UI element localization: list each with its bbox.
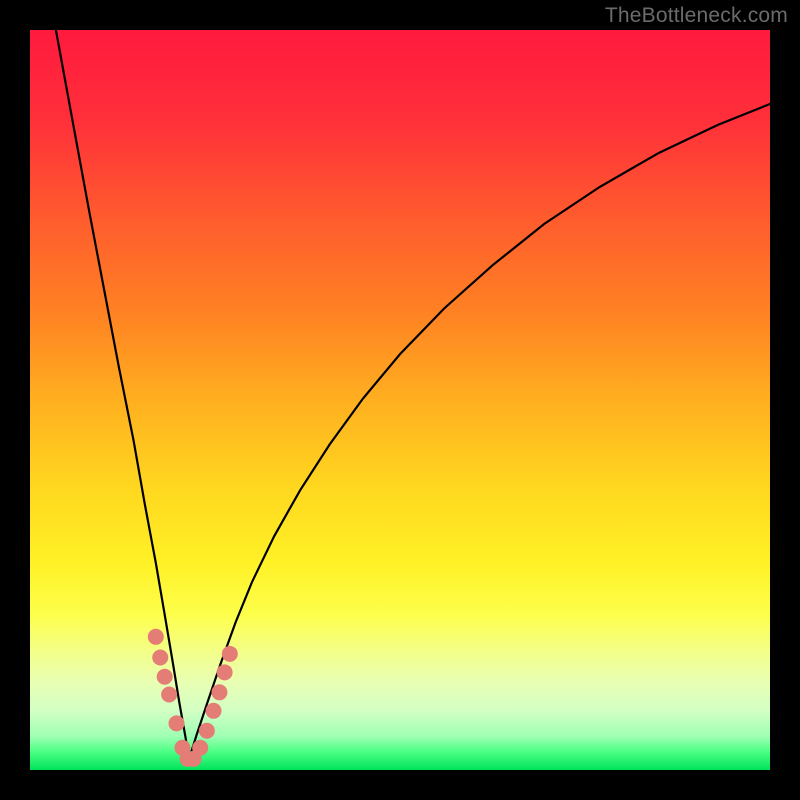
marker-point xyxy=(148,629,164,645)
marker-point xyxy=(157,669,173,685)
marker-point xyxy=(169,715,185,731)
attribution-label: TheBottleneck.com xyxy=(605,4,788,28)
marker-point xyxy=(211,684,227,700)
marker-point xyxy=(199,723,215,739)
marker-point xyxy=(152,650,168,666)
figure: TheBottleneck.com xyxy=(0,0,800,800)
marker-point xyxy=(206,703,222,719)
marker-point xyxy=(192,740,208,756)
marker-point xyxy=(222,646,238,662)
gradient-background xyxy=(30,30,770,770)
marker-point xyxy=(217,664,233,680)
bottleneck-chart xyxy=(0,0,800,800)
marker-point xyxy=(161,687,177,703)
